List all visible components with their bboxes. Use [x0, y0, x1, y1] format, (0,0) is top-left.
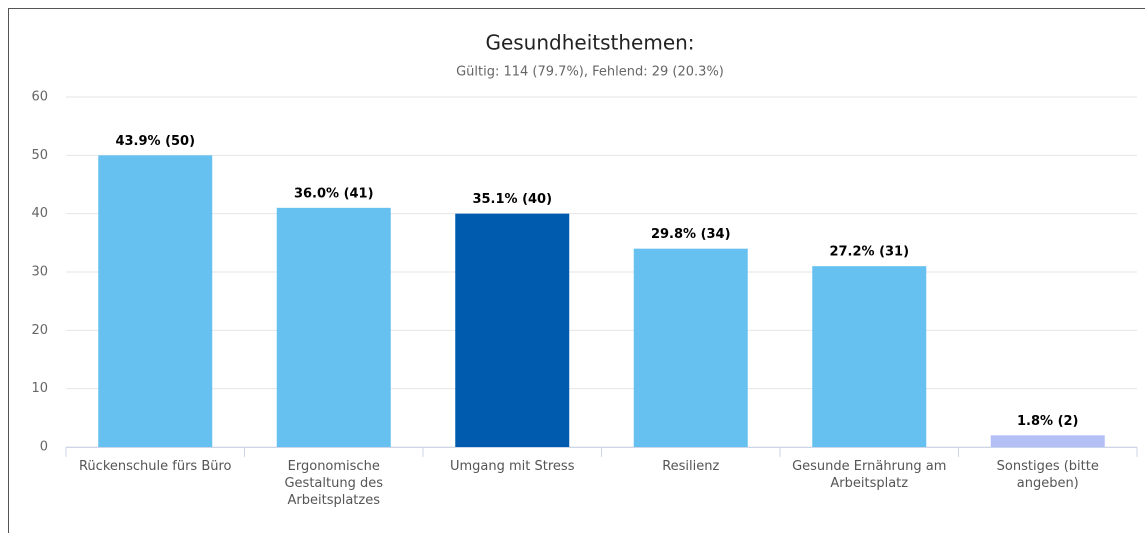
data-label: 29.8% (34): [651, 227, 731, 242]
chart-subtitle: Gültig: 114 (79.7%), Fehlend: 29 (20.3%): [456, 65, 724, 80]
x-tick-label: Sonstiges (bitte angeben): [996, 459, 1099, 491]
x-tick-label: Umgang mit Stress: [450, 459, 575, 474]
y-tick-label: 30: [31, 265, 48, 280]
chart-title: Gesundheitsthemen:: [485, 31, 694, 55]
y-tick-label: 0: [40, 440, 48, 455]
data-label: 27.2% (31): [829, 245, 909, 260]
bar: [633, 248, 748, 447]
bar: [98, 155, 213, 448]
x-tick-label: Resilienz: [662, 459, 720, 474]
y-tick-label: 20: [31, 323, 48, 338]
bar: [990, 435, 1105, 447]
x-tick-label: Ergonomische Gestaltung des Arbeitsplatz…: [284, 459, 383, 508]
data-label: 35.1% (40): [472, 192, 552, 207]
bar: [455, 213, 570, 447]
bar: [812, 266, 927, 447]
frame: [8, 8, 1145, 533]
data-label: 36.0% (41): [294, 186, 374, 201]
data-label: 43.9% (50): [115, 134, 195, 149]
x-tick-label: Gesunde Ernährung am Arbeitsplatz: [792, 459, 947, 491]
x-tick-label: Rückenschule fürs Büro: [78, 459, 232, 474]
y-tick-label: 60: [31, 90, 48, 105]
y-tick-label: 50: [31, 148, 48, 163]
y-tick-label: 10: [31, 381, 48, 396]
bar: [276, 207, 391, 447]
y-tick-label: 40: [31, 206, 48, 221]
data-label: 1.8% (2): [1017, 414, 1079, 429]
